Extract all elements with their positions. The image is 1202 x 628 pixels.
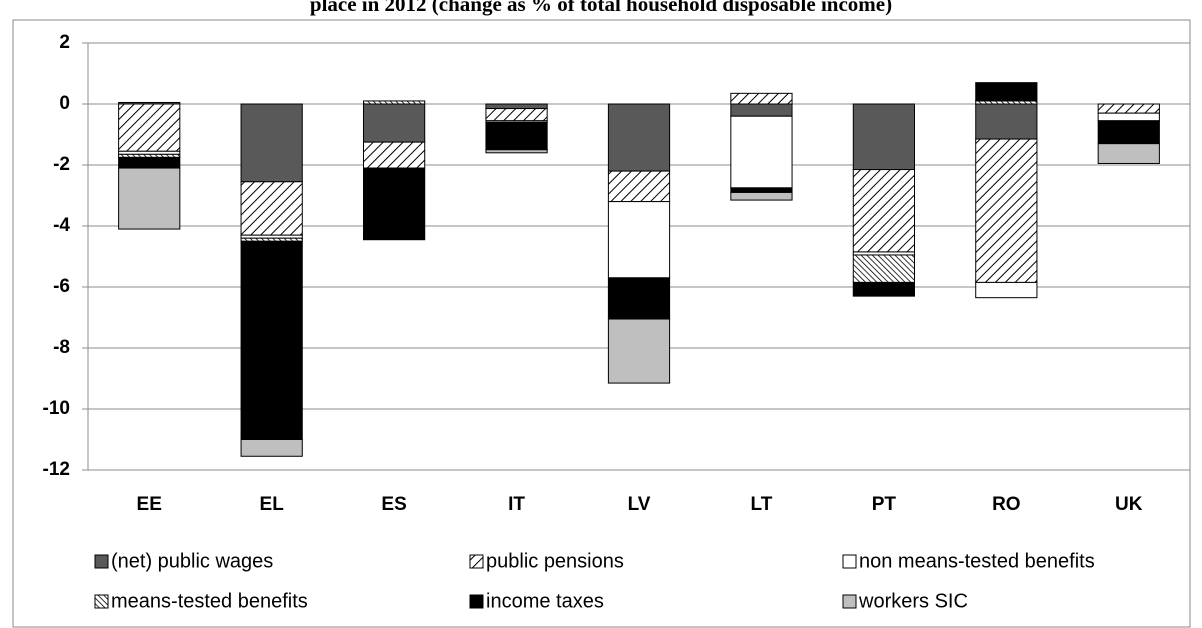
bar-segment (607, 318, 671, 384)
bar-segment (852, 103, 915, 171)
bar-segment (363, 103, 426, 143)
y-tick-label: -2 (53, 154, 70, 175)
bar-segment (730, 191, 793, 201)
bar-segment (852, 281, 915, 297)
y-tick-label: 0 (59, 93, 70, 114)
y-tick-label: -6 (53, 276, 70, 297)
legend-swatch (469, 554, 484, 569)
bar-segment (240, 439, 303, 457)
y-tick-label: -10 (43, 398, 70, 419)
bar-segment (607, 201, 671, 279)
bar-segment (240, 240, 303, 440)
legend-swatch (94, 554, 109, 569)
legend-label: (net) public wages (111, 550, 273, 572)
legend-swatch (842, 594, 857, 609)
x-tick-label: IT (508, 494, 525, 515)
bar-segment (240, 181, 303, 236)
x-tick-label: ES (381, 494, 406, 515)
legend-label: income taxes (486, 590, 604, 612)
legend-swatch (842, 554, 857, 569)
bar-segment (1097, 103, 1160, 114)
bar-segment (607, 170, 671, 203)
y-tick-label: -12 (43, 459, 70, 480)
legend-label: public pensions (486, 550, 624, 572)
bar-segment (118, 103, 181, 152)
bar-segment (485, 149, 548, 154)
bar-segment (730, 92, 793, 105)
legend-swatch (94, 594, 109, 609)
bar-segment (975, 82, 1038, 102)
x-tick-label: RO (992, 494, 1021, 515)
y-tick-label: 2 (59, 32, 70, 53)
legend-label: means-tested benefits (111, 590, 308, 612)
bar-segment (240, 103, 303, 183)
x-tick-label: EE (137, 494, 162, 515)
bar-segment (1097, 112, 1160, 122)
x-tick-label: UK (1115, 494, 1143, 515)
bar-segment (730, 103, 793, 117)
x-tick-label: LT (751, 494, 773, 515)
y-tick-label: -4 (53, 215, 70, 236)
bar-segment (485, 121, 548, 151)
bar-segment (1097, 120, 1160, 145)
legend-label: non means-tested benefits (859, 550, 1095, 572)
x-tick-label: LV (628, 494, 651, 515)
bar-segment (975, 138, 1038, 283)
legend-swatch (469, 594, 484, 609)
bar-segment (975, 103, 1038, 140)
x-tick-label: PT (872, 494, 897, 515)
bar-segment (485, 108, 548, 122)
bar-segment (363, 100, 426, 105)
bar-segment (852, 254, 915, 283)
chart-title: place in 2012 (change as % of total hous… (310, 0, 892, 16)
bar-segment (363, 141, 426, 169)
x-tick-label: EL (260, 494, 285, 515)
bar-segment (118, 156, 181, 169)
bar-segment (730, 187, 793, 193)
bar-segment (607, 277, 671, 320)
chart-frame (12, 19, 1191, 628)
bar-segment (1097, 143, 1160, 164)
bar-segment (485, 103, 548, 110)
bar-segment (730, 115, 793, 189)
y-tick-label: -8 (53, 337, 70, 358)
bar-segment (363, 167, 426, 241)
bar-segment (975, 281, 1038, 299)
bar-segment (607, 103, 671, 172)
bar-segment (852, 169, 915, 253)
legend-label: workers SIC (858, 590, 968, 612)
bar-segment (118, 167, 181, 230)
